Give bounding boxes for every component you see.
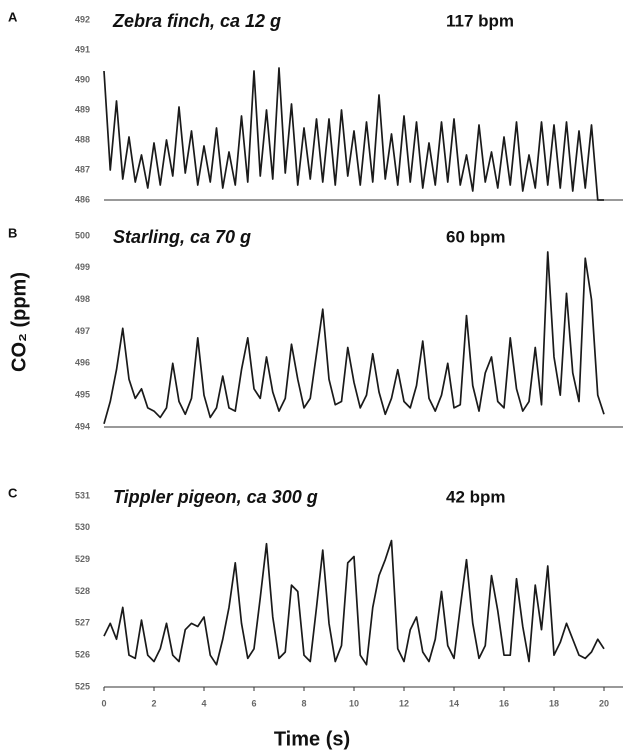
y-tick-label: 529 — [75, 554, 90, 564]
x-tick-label: 18 — [549, 698, 559, 708]
x-tick-label: 12 — [399, 698, 409, 708]
x-tick-label: 16 — [499, 698, 509, 708]
panel-title: Zebra finch, ca 12 g — [112, 11, 281, 31]
x-tick-label: 6 — [251, 698, 256, 708]
y-tick-label: 491 — [75, 44, 90, 54]
panel-title: Starling, ca 70 g — [113, 227, 251, 247]
y-axis-label: CO₂ (ppm) — [8, 272, 30, 372]
y-tick-label: 490 — [75, 74, 90, 84]
bpm-annotation: 117 bpm — [446, 11, 514, 30]
y-tick-label: 487 — [75, 164, 90, 174]
y-tick-label: 531 — [75, 490, 90, 500]
x-tick-label: 4 — [201, 698, 206, 708]
y-tick-label: 500 — [75, 230, 90, 240]
x-tick-label: 8 — [301, 698, 306, 708]
x-axis-label: Time (s) — [274, 728, 350, 750]
y-tick-label: 492 — [75, 14, 90, 24]
panel-label: B — [8, 225, 17, 240]
y-tick-label: 528 — [75, 586, 90, 596]
y-tick-label: 486 — [75, 194, 90, 204]
y-tick-label: 530 — [75, 522, 90, 532]
y-tick-label: 488 — [75, 134, 90, 144]
y-tick-label: 498 — [75, 294, 90, 304]
x-tick-label: 20 — [599, 698, 609, 708]
y-tick-label: 489 — [75, 104, 90, 114]
y-tick-label: 495 — [75, 390, 90, 400]
co2-trace — [103, 67, 604, 201]
y-tick-label: 497 — [75, 326, 90, 336]
y-tick-label: 526 — [75, 650, 90, 660]
co2-trace — [103, 539, 605, 666]
y-tick-label: 499 — [75, 262, 90, 272]
x-tick-label: 0 — [101, 698, 106, 708]
panel-label: A — [8, 9, 18, 24]
x-tick-label: 10 — [349, 698, 359, 708]
bpm-annotation: 42 bpm — [446, 487, 506, 506]
y-tick-label: 496 — [75, 358, 90, 368]
panel-title: Tippler pigeon, ca 300 g — [113, 487, 318, 507]
x-tick-label: 14 — [449, 698, 459, 708]
panel-label: C — [8, 485, 18, 500]
y-tick-label: 494 — [75, 421, 90, 431]
bpm-annotation: 60 bpm — [446, 227, 506, 246]
y-tick-label: 525 — [75, 681, 90, 691]
x-tick-label: 2 — [151, 698, 156, 708]
y-tick-label: 527 — [75, 618, 90, 628]
co2-trace — [103, 251, 605, 425]
